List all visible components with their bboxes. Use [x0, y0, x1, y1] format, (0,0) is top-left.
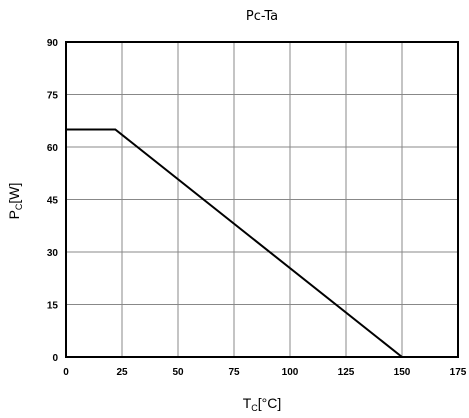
series-line-0	[66, 128, 403, 358]
y-axis-label-main: P	[6, 210, 22, 219]
x-axis-label: TC[°C]	[243, 395, 282, 413]
y-tick-label-6: 90	[47, 38, 59, 49]
y-tick-label-0: 0	[52, 353, 58, 364]
x-tick-label-5: 125	[338, 367, 355, 378]
y-tick-labels: 0 15 30 45 60 75 90	[47, 38, 59, 364]
y-tick-label-2: 30	[47, 248, 59, 259]
grid-lines	[66, 42, 458, 357]
x-tick-label-1: 25	[116, 367, 128, 378]
y-tick-label-4: 60	[47, 143, 59, 154]
x-tick-label-4: 100	[282, 367, 299, 378]
series-group	[66, 128, 403, 358]
x-tick-labels: 0 25 50 75 100 125 150 175	[63, 367, 467, 378]
x-tick-label-6: 150	[394, 367, 411, 378]
y-axis-label-sub: C	[14, 203, 24, 210]
y-tick-label-1: 15	[47, 301, 59, 312]
y-tick-label-5: 75	[47, 91, 59, 102]
x-tick-label-2: 50	[172, 367, 184, 378]
x-tick-label-7: 175	[450, 367, 467, 378]
x-axis-label-suffix: [°C]	[258, 395, 282, 411]
x-tick-label-0: 0	[63, 367, 69, 378]
y-axis-label-suffix: [W]	[6, 183, 22, 204]
x-axis-label-main: T	[243, 395, 252, 411]
y-tick-label-3: 45	[47, 196, 59, 207]
chart-title: Pc-Ta	[246, 9, 278, 24]
plot-frame	[65, 41, 459, 358]
x-tick-label-3: 75	[228, 367, 240, 378]
x-axis-label-sub: C	[251, 403, 258, 413]
y-axis-label: PC[W]	[6, 183, 24, 220]
